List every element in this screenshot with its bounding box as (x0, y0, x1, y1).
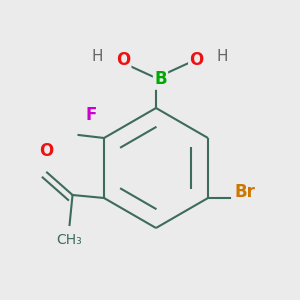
Text: B: B (154, 70, 167, 88)
Text: H: H (216, 49, 227, 64)
Text: CH₃: CH₃ (57, 232, 83, 247)
Text: H: H (92, 49, 103, 64)
Text: O: O (39, 142, 54, 160)
Text: Br: Br (234, 183, 255, 201)
Text: O: O (189, 51, 204, 69)
Text: F: F (86, 106, 97, 124)
Text: O: O (116, 51, 130, 69)
